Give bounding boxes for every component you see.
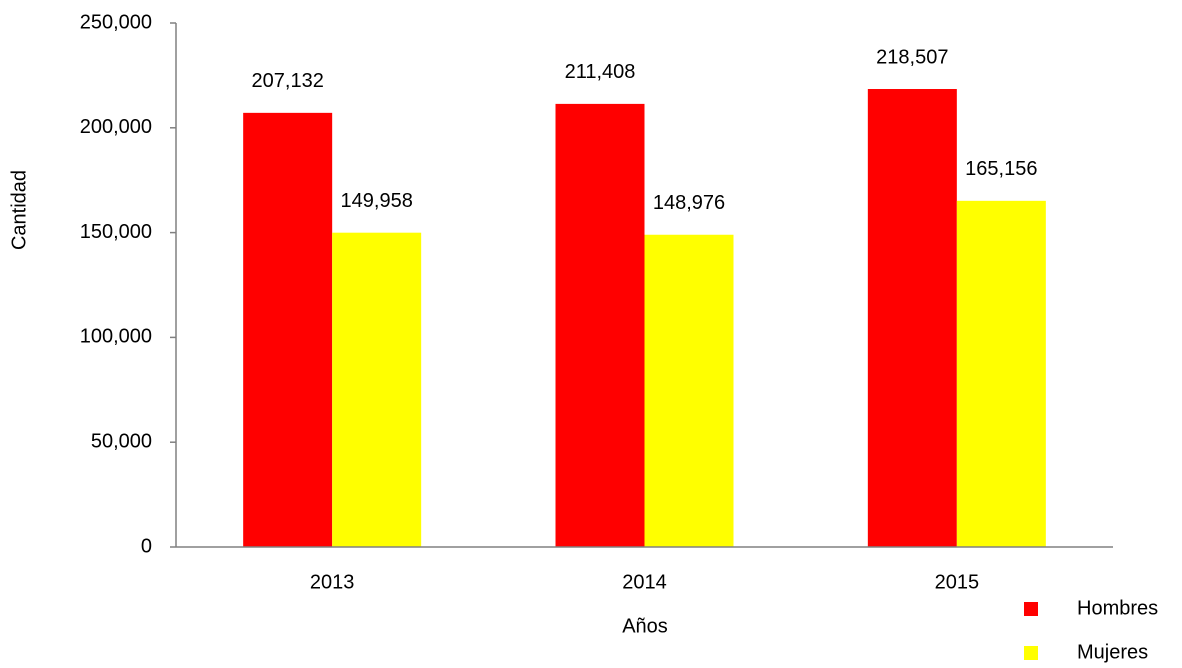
data-label: 165,156 [965, 158, 1037, 180]
data-label: 211,408 [565, 61, 636, 83]
x-axis-label: Años [622, 615, 668, 637]
legend-swatch [1024, 602, 1038, 616]
data-label: 218,507 [876, 46, 948, 68]
legend-label: Mujeres [1077, 641, 1148, 663]
bar [867, 89, 957, 547]
legend-label: Hombres [1077, 597, 1158, 619]
x-tick-label: 2013 [310, 571, 355, 593]
bar [956, 200, 1046, 548]
legend-swatch [1024, 646, 1038, 660]
y-tick-label: 200,000 [80, 116, 152, 138]
y-tick-label: 100,000 [80, 326, 152, 348]
data-label: 148,976 [653, 192, 725, 214]
y-tick-label: 150,000 [80, 221, 152, 243]
x-tick-label: 2014 [622, 571, 667, 593]
bar [644, 234, 734, 547]
bar [243, 112, 333, 548]
y-axis-label: Cantidad [8, 170, 30, 250]
y-tick-label: 50,000 [91, 430, 152, 452]
x-tick-label: 2015 [935, 571, 980, 593]
data-label: 207,132 [252, 70, 324, 92]
data-label: 149,958 [341, 190, 413, 212]
y-tick-label: 0 [141, 535, 152, 557]
bar [332, 232, 422, 547]
bar [555, 103, 645, 548]
y-tick-label: 250,000 [80, 11, 152, 33]
